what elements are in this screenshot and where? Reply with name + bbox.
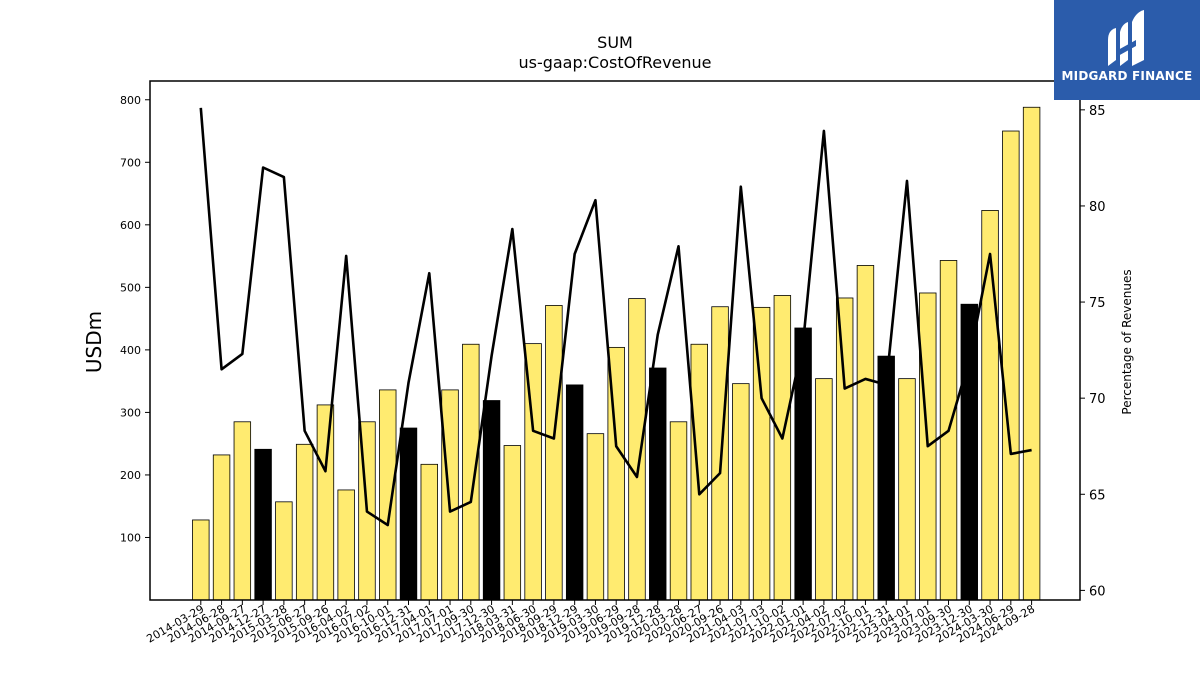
bar-2022-04-02 [815,378,833,601]
bar-2015-06-27 [295,443,314,601]
y2-tick-label: 85 [1089,104,1106,119]
brand-logo: MIDGARD FINANCE [1054,0,1200,100]
bar-2024-06-29 [1002,130,1020,601]
y-tick-label: 600 [120,219,141,232]
bar-2018-12-29 [565,384,584,601]
chart-title: SUM [597,33,633,52]
bar-2024-03-30 [981,210,999,601]
bar-2017-04-01 [420,463,438,601]
bar-2014-06-28 [212,454,231,601]
bar-2016-12-31 [399,427,418,601]
bar-2023-12-30 [960,303,978,601]
bar-2020-09-26 [711,306,729,601]
axes: 1002003004005006007008006065707580852014… [120,94,1106,646]
y-tick-label: 200 [120,469,141,482]
bar-2020-06-27 [690,343,708,601]
bar-2017-12-30 [482,400,501,601]
bar-2018-09-29 [545,305,563,601]
y-axis-label: USDm [82,311,106,373]
chart-subtitle: us-gaap:CostOfRevenue [518,53,711,72]
y-tick-label: 700 [120,156,141,169]
bar-2022-12-31 [877,355,895,601]
midgard-logo-icon [1108,10,1144,66]
y2-tick-label: 65 [1089,488,1106,503]
bar-2015-09-26 [316,404,335,601]
bar-2017-09-30 [462,343,480,601]
bar-2016-10-01 [379,389,397,601]
brand-name: MIDGARD FINANCE [1061,69,1193,83]
bar-2019-09-28 [628,298,646,601]
y-tick-label: 300 [120,406,141,419]
bar-2018-03-31 [503,445,522,601]
bar-2019-12-28 [649,367,667,601]
y2-tick-label: 60 [1089,584,1106,599]
bar-2014-03-29 [192,519,210,601]
bar-2017-07-01 [441,389,459,601]
y2-axis-label: Percentage of Revenues [1120,269,1134,414]
y2-tick-label: 75 [1089,296,1106,311]
bar-2021-10-02 [773,295,792,601]
y-tick-label: 100 [120,531,141,544]
y-tick-label: 500 [120,281,141,294]
line-series [199,107,1032,527]
bar-2023-04-01 [898,378,916,601]
plot-frame [149,80,1081,601]
bar-2021-04-03 [732,383,750,601]
bar-2014-09-27 [233,421,252,601]
bar-2022-10-01 [856,265,875,601]
y2-tick-label: 80 [1089,200,1106,215]
bar-2020-03-28 [669,421,688,601]
y-tick-label: 400 [120,344,141,357]
bar-2015-03-28 [275,501,293,601]
y2-tick-label: 70 [1089,392,1106,407]
bar-2016-04-02 [337,489,355,601]
bar-2022-07-02 [835,297,854,601]
bar-series [192,106,1041,601]
bar-2014-12-27 [254,448,272,601]
bar-2024-09-28 [1022,106,1041,601]
y-tick-label: 800 [120,94,141,107]
bar-2019-03-30 [586,433,605,601]
